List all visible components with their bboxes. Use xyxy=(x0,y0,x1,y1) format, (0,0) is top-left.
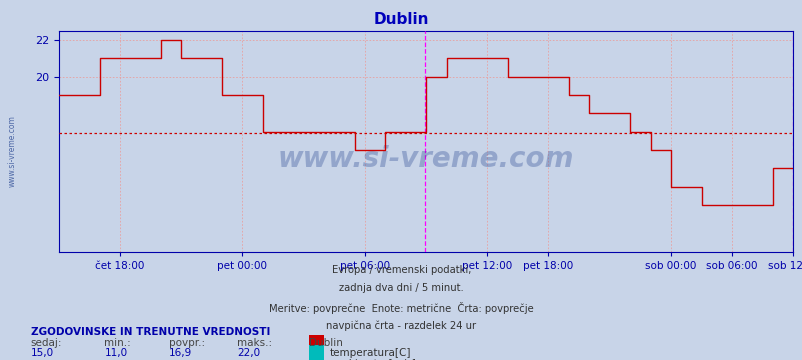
Text: -nan: -nan xyxy=(104,358,128,360)
Text: -nan: -nan xyxy=(237,358,260,360)
Text: ZGODOVINSKE IN TRENUTNE VREDNOSTI: ZGODOVINSKE IN TRENUTNE VREDNOSTI xyxy=(30,327,269,337)
Text: sunki vetra[m/s]: sunki vetra[m/s] xyxy=(330,358,415,360)
Text: Evropa / vremenski podatki,: Evropa / vremenski podatki, xyxy=(331,265,471,275)
Text: povpr.:: povpr.: xyxy=(168,338,205,348)
Text: www.si-vreme.com: www.si-vreme.com xyxy=(8,115,17,187)
Text: -nan: -nan xyxy=(168,358,192,360)
Text: maks.:: maks.: xyxy=(237,338,272,348)
Text: Dublin: Dublin xyxy=(309,338,342,348)
Text: 22,0: 22,0 xyxy=(237,348,260,358)
Text: zadnja dva dni / 5 minut.: zadnja dva dni / 5 minut. xyxy=(338,283,464,293)
Text: -nan: -nan xyxy=(30,358,54,360)
Text: sedaj:: sedaj: xyxy=(30,338,62,348)
Text: Meritve: povprečne  Enote: metrične  Črta: povprečje: Meritve: povprečne Enote: metrične Črta:… xyxy=(269,302,533,314)
Text: Dublin: Dublin xyxy=(373,12,429,27)
Text: 11,0: 11,0 xyxy=(104,348,128,358)
Text: 15,0: 15,0 xyxy=(30,348,54,358)
Text: www.si-vreme.com: www.si-vreme.com xyxy=(277,145,573,173)
Text: navpična črta - razdelek 24 ur: navpična črta - razdelek 24 ur xyxy=(326,321,476,331)
Text: temperatura[C]: temperatura[C] xyxy=(330,348,411,358)
Text: 16,9: 16,9 xyxy=(168,348,192,358)
Text: min.:: min.: xyxy=(104,338,131,348)
